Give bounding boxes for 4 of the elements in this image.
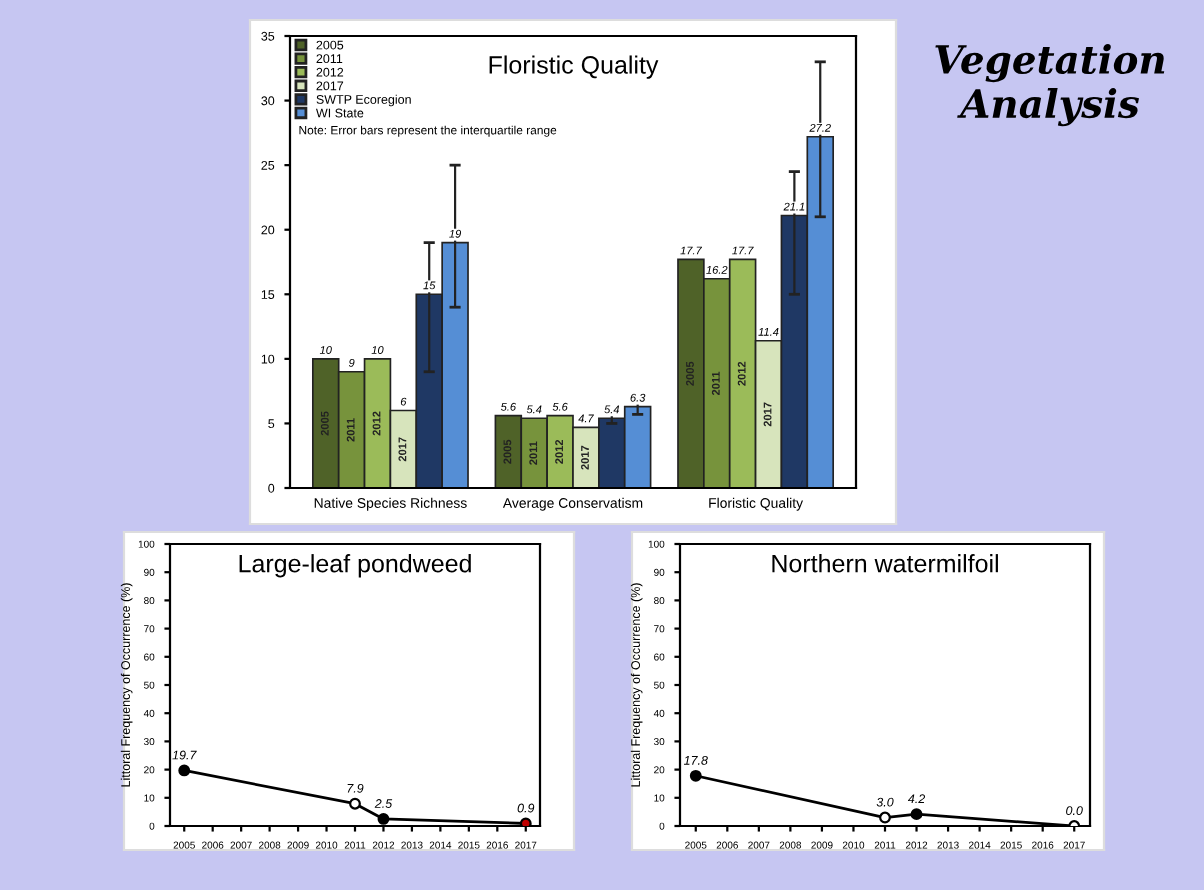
text: Vegetation Analysis xyxy=(935,44,1165,127)
text: Floristic Quality xyxy=(489,55,659,79)
chart-title: Large-leaf pondweed xyxy=(239,554,471,578)
chart-title: Northern watermilfoil xyxy=(772,554,998,573)
